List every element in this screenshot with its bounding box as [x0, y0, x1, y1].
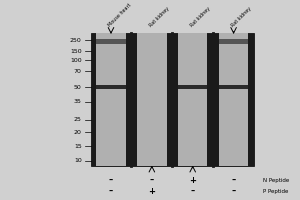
- Text: –: –: [109, 187, 113, 196]
- Text: 250: 250: [70, 38, 82, 43]
- Text: 150: 150: [70, 49, 82, 54]
- Text: Rat kidney: Rat kidney: [148, 6, 170, 28]
- Text: 20: 20: [74, 130, 82, 135]
- Bar: [178, 33, 207, 166]
- Text: 100: 100: [70, 58, 82, 63]
- Text: P Peptide: P Peptide: [263, 189, 288, 194]
- Bar: [96, 33, 126, 166]
- Bar: [137, 33, 166, 166]
- Text: +: +: [189, 176, 196, 185]
- Text: 35: 35: [74, 99, 82, 104]
- Text: –: –: [109, 176, 113, 185]
- Text: Rat kidney: Rat kidney: [230, 6, 252, 28]
- Text: –: –: [232, 176, 236, 185]
- Text: –: –: [232, 187, 236, 196]
- Text: Mouse heart: Mouse heart: [107, 3, 133, 28]
- Text: N Peptide: N Peptide: [263, 178, 289, 183]
- Text: –: –: [150, 176, 154, 185]
- Text: Rat kidney: Rat kidney: [189, 6, 211, 28]
- Text: 50: 50: [74, 85, 82, 90]
- Text: 25: 25: [74, 117, 82, 122]
- Bar: [178, 85, 207, 89]
- Text: –: –: [190, 187, 195, 196]
- Bar: [91, 33, 254, 166]
- Text: 10: 10: [74, 158, 82, 163]
- Text: +: +: [148, 187, 155, 196]
- Text: 70: 70: [74, 69, 82, 74]
- Bar: [219, 33, 248, 166]
- Bar: [96, 39, 126, 44]
- Text: 15: 15: [74, 144, 82, 149]
- Bar: [96, 85, 126, 89]
- Bar: [219, 39, 248, 44]
- Bar: [219, 85, 248, 89]
